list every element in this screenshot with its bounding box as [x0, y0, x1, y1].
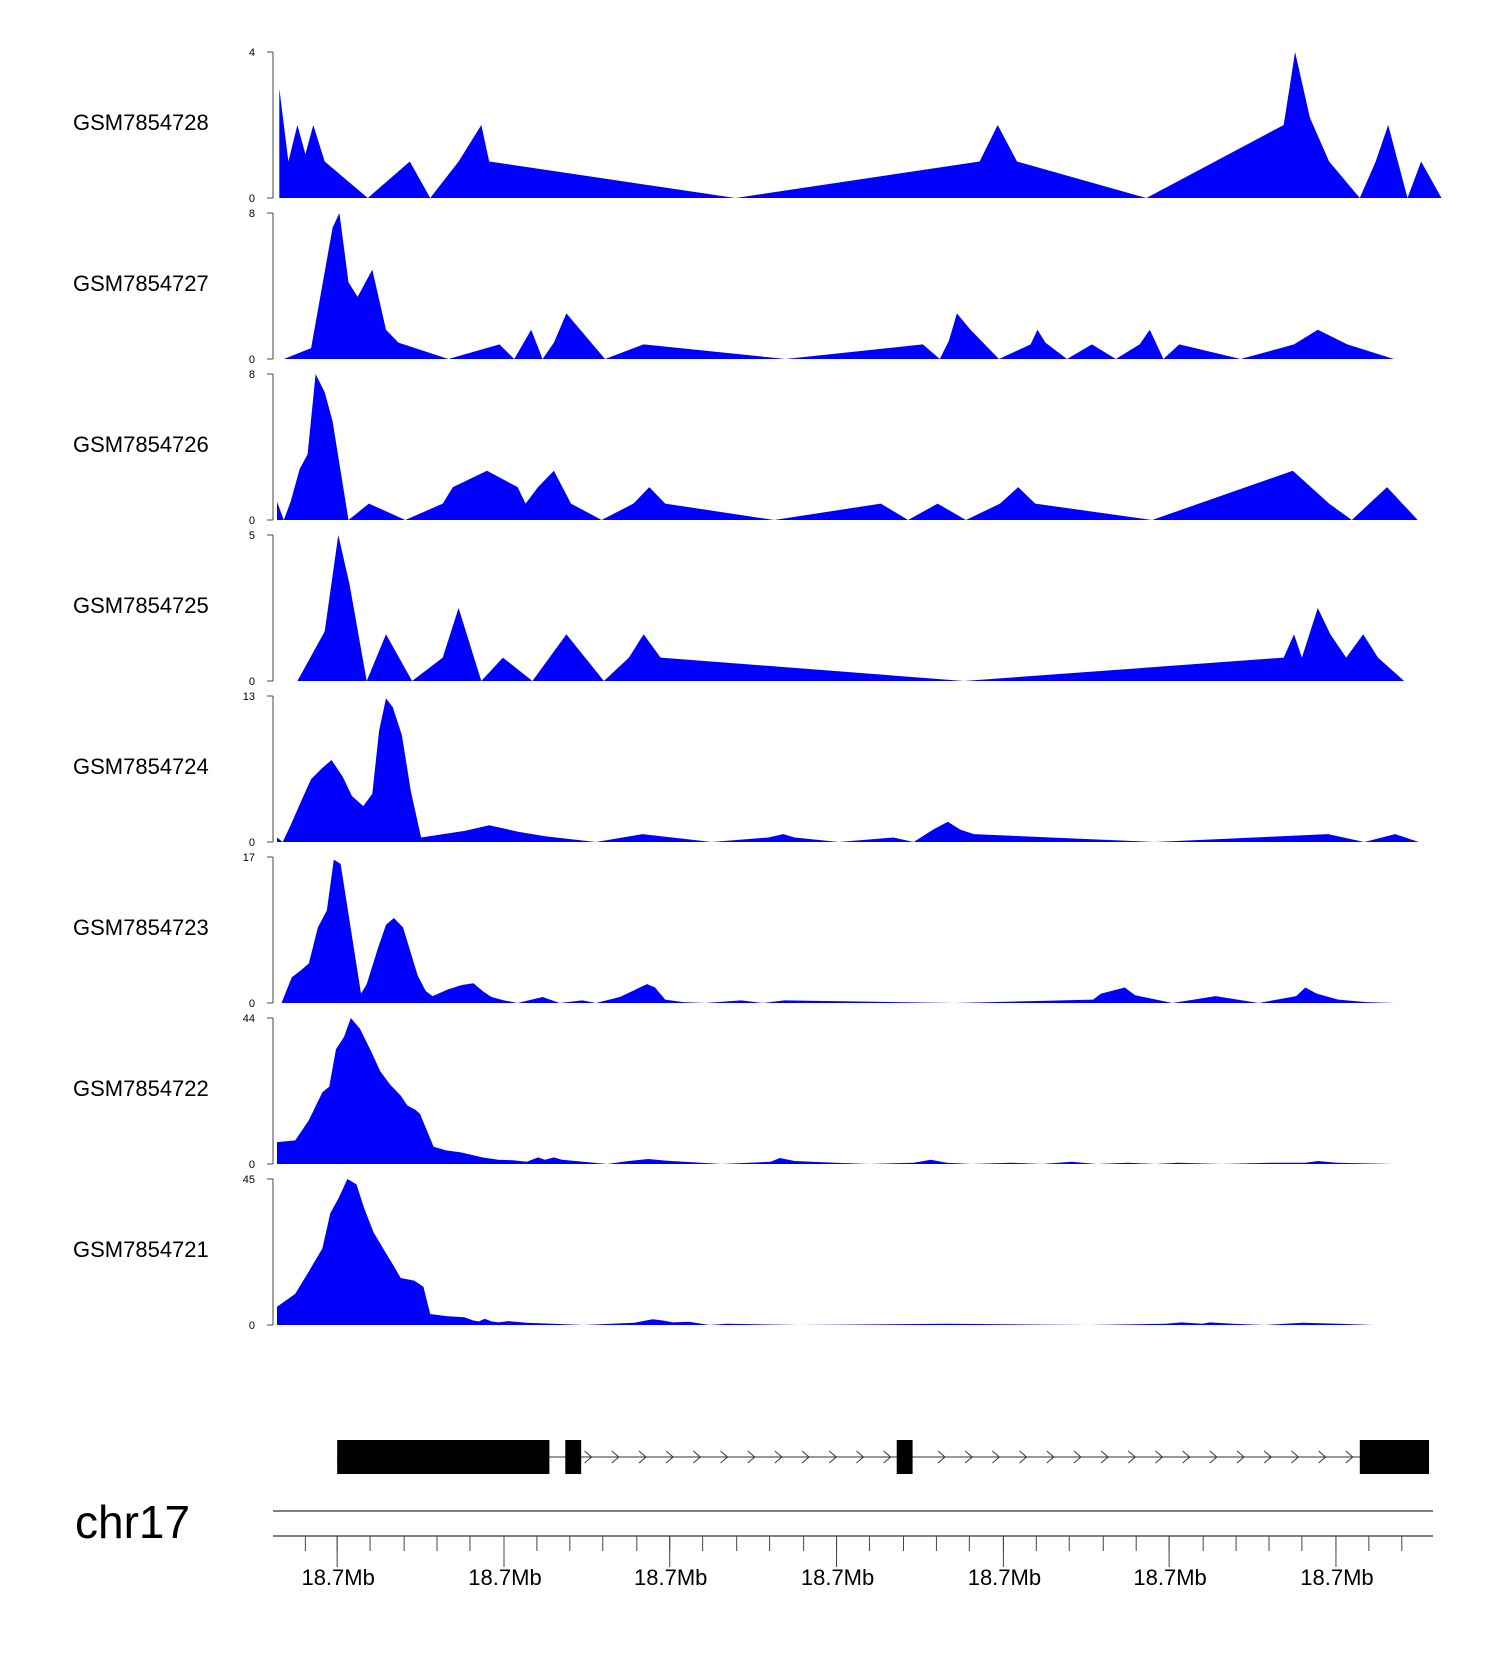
strand-arrow [584, 1450, 593, 1464]
strand-arrow [638, 1450, 647, 1464]
y-tick-label-zero: 0 [249, 193, 255, 205]
y-tick-label-zero: 0 [249, 1159, 255, 1171]
y-tick-label-zero: 0 [249, 837, 255, 849]
track-name-label: GSM7854722 [73, 1076, 209, 1101]
y-tick-label-max: 8 [249, 369, 255, 381]
y-tick-label-zero: 0 [249, 515, 255, 527]
track-name-label: GSM7854725 [73, 593, 209, 618]
chromosome-ideogram: chr17 [75, 1496, 1433, 1548]
strand-arrow [801, 1450, 810, 1464]
track-GSM7854726: 8 0 GSM7854726 [73, 369, 1418, 527]
track-GSM7854724: 13 0 GSM7854724 [73, 691, 1419, 849]
track-GSM7854723: 17 0 GSM7854723 [73, 852, 1395, 1010]
genomic-axis: 18.7Mb 18.7Mb 18.7Mb 18.7Mb 18.7Mb 18.7Mb 18.7… [301, 1536, 1403, 1590]
chromosome-label: chr17 [75, 1496, 190, 1548]
track-GSM7854722: 44 0 GSM7854722 [73, 1013, 1394, 1171]
x-tick-label: 18.7Mb [301, 1565, 374, 1590]
strand-arrow [1073, 1450, 1082, 1464]
strand-arrow [964, 1450, 973, 1464]
strand-arrow [720, 1450, 729, 1464]
strand-arrow [1155, 1450, 1164, 1464]
track-name-label: GSM7854724 [73, 754, 209, 779]
coverage-area [283, 213, 1394, 359]
y-tick-label-zero: 0 [249, 676, 255, 688]
coverage-tracks: 4 0 GSM7854728 8 0 GSM7854727 8 0 GSM7854726 5 0 GS… [73, 47, 1442, 1332]
y-tick-label-max: 8 [249, 208, 255, 220]
track-name-label: GSM7854727 [73, 271, 209, 296]
track-GSM7854728: 4 0 GSM7854728 [73, 47, 1442, 205]
strand-arrow [1209, 1450, 1218, 1464]
strand-arrow [1345, 1450, 1354, 1464]
strand-arrow [856, 1450, 865, 1464]
x-tick-label: 18.7Mb [801, 1565, 874, 1590]
y-tick-label-max: 4 [249, 47, 255, 59]
x-tick-label: 18.7Mb [1300, 1565, 1373, 1590]
y-tick-label-zero: 0 [249, 354, 255, 366]
y-tick-label-max: 17 [243, 852, 255, 864]
coverage-area [277, 374, 1418, 520]
strand-arrow [1291, 1450, 1300, 1464]
track-GSM7854725: 5 0 GSM7854725 [73, 530, 1405, 688]
exon-block [896, 1440, 913, 1474]
y-tick-label-zero: 0 [249, 1320, 255, 1332]
coverage-area [277, 698, 1419, 842]
strand-arrow [1182, 1450, 1191, 1464]
x-tick-label: 18.7Mb [968, 1565, 1041, 1590]
y-tick-label-max: 5 [249, 530, 255, 542]
track-GSM7854727: 8 0 GSM7854727 [73, 208, 1394, 366]
strand-arrow [611, 1450, 620, 1464]
y-tick-label-max: 45 [243, 1174, 255, 1186]
strand-arrow [1046, 1450, 1055, 1464]
coverage-area [279, 52, 1442, 198]
track-name-label: GSM7854726 [73, 432, 209, 457]
strand-arrow [1236, 1450, 1245, 1464]
coverage-area [277, 1018, 1394, 1164]
strand-arrow [665, 1450, 674, 1464]
strand-arrow [1263, 1450, 1272, 1464]
strand-arrow [1318, 1450, 1327, 1464]
track-name-label: GSM7854721 [73, 1237, 209, 1262]
exon-block [1359, 1440, 1430, 1474]
track-name-label: GSM7854728 [73, 110, 209, 135]
coverage-area [297, 535, 1405, 681]
coverage-area [277, 1179, 1374, 1325]
track-name-label: GSM7854723 [73, 915, 209, 940]
y-tick-label-zero: 0 [249, 998, 255, 1010]
x-tick-label: 18.7Mb [468, 1565, 541, 1590]
strand-arrow [937, 1450, 946, 1464]
y-tick-label-max: 44 [243, 1013, 255, 1025]
x-tick-label: 18.7Mb [1133, 1565, 1206, 1590]
strand-arrow [747, 1450, 756, 1464]
strand-arrow [828, 1450, 838, 1464]
x-tick-label: 18.7Mb [634, 1565, 707, 1590]
strand-arrow [693, 1450, 702, 1464]
gene-model-track [337, 1440, 1430, 1474]
strand-arrow [774, 1450, 783, 1464]
strand-arrow [1019, 1450, 1028, 1464]
coverage-area [281, 859, 1395, 1003]
strand-arrow [883, 1450, 892, 1464]
strand-arrow [992, 1450, 1001, 1464]
exon-block [337, 1440, 550, 1474]
y-tick-label-max: 13 [243, 691, 255, 703]
track-GSM7854721: 45 0 GSM7854721 [73, 1174, 1374, 1332]
strand-arrow [1127, 1450, 1137, 1464]
strand-arrow [1100, 1450, 1109, 1464]
exon-block [565, 1440, 582, 1474]
